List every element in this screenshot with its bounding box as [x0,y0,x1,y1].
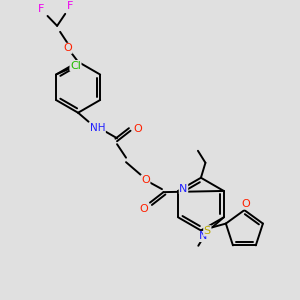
Text: O: O [139,204,148,214]
Text: F: F [67,2,74,11]
Text: O: O [63,43,72,53]
Text: N: N [199,232,208,242]
Text: NH: NH [90,123,105,133]
Text: O: O [134,124,142,134]
Text: O: O [242,199,250,209]
Text: F: F [38,4,44,14]
Text: O: O [141,175,150,185]
Text: S: S [204,226,211,236]
Text: N: N [179,184,188,194]
Text: Cl: Cl [70,61,81,70]
